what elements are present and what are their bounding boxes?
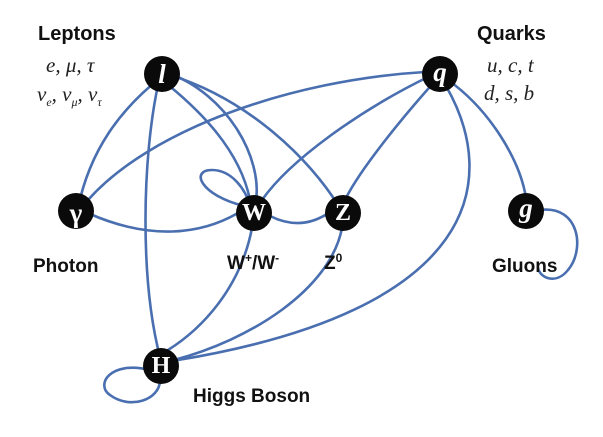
node-gluon: g <box>508 193 544 229</box>
quarks-list-up: u, c, t <box>487 53 535 77</box>
node-photon: γ <box>58 193 94 229</box>
w-label: W+/W- <box>227 251 279 274</box>
edge-lepton-w-left <box>160 78 252 202</box>
w-node-circle <box>236 195 272 231</box>
z-label-sup: 0 <box>336 251 343 265</box>
lepton-node-circle <box>144 56 180 92</box>
z-label: Z0 <box>324 251 343 274</box>
higgs-node-symbol: H <box>152 353 171 379</box>
photon-node-symbol: γ <box>69 198 83 228</box>
leptons-list-neutrinos: νe, νμ, ντ <box>37 82 102 109</box>
edge-quark-photon <box>86 70 427 202</box>
edge-z-h <box>172 226 344 362</box>
node-quark: q <box>422 56 458 92</box>
w-label-mid: /W <box>252 253 275 274</box>
higgs-node-circle <box>143 348 179 384</box>
higgs-label: Higgs Boson <box>193 386 310 407</box>
quarks-title: Quarks <box>477 23 546 45</box>
w-label-base: W <box>227 253 245 274</box>
z-label-base: Z <box>324 253 336 274</box>
leptons-title: Leptons <box>38 23 116 45</box>
edge-higgs-self-loop <box>103 366 162 404</box>
nu-e: ν <box>37 82 47 106</box>
nu-tau-sub: τ <box>97 95 102 109</box>
edge-quark-gluon <box>446 78 528 200</box>
sep-2: , <box>78 82 89 106</box>
edge-w-self-loop <box>199 168 252 208</box>
z-node-symbol: Z <box>335 200 351 226</box>
w-label-sup-plus: + <box>245 251 252 265</box>
photon-label: Photon <box>33 256 98 277</box>
sep-1: , <box>52 82 63 106</box>
leptons-list-charged: e, μ, τ <box>46 53 96 77</box>
gluons-label: Gluons <box>492 256 557 277</box>
edges <box>76 70 579 404</box>
node-higgs: H <box>143 348 179 384</box>
node-w: W <box>236 195 272 231</box>
nu-mu-sub: μ <box>70 95 77 109</box>
edge-w-h <box>166 226 254 352</box>
edge-lepton-photon <box>76 76 162 210</box>
edge-gluon-self-loop <box>536 208 579 280</box>
z-node-circle <box>325 195 361 231</box>
w-node-symbol: W <box>242 200 266 226</box>
edge-lepton-z <box>168 73 340 207</box>
edge-w-z <box>268 210 332 225</box>
edge-quark-w <box>260 74 432 202</box>
nu-mu: ν <box>62 82 72 106</box>
edge-photon-w <box>88 211 240 233</box>
nu-tau: ν <box>88 82 98 106</box>
w-label-sup-minus: - <box>275 251 279 265</box>
edge-lepton-h <box>144 83 162 359</box>
gluon-node-symbol: g <box>518 193 533 223</box>
gluon-node-circle <box>508 193 544 229</box>
nu-e-sub: e <box>46 95 52 109</box>
lepton-node-symbol: l <box>158 59 166 89</box>
node-z: Z <box>325 195 361 231</box>
node-lepton: l <box>144 56 180 92</box>
edge-quark-z <box>344 78 438 200</box>
quark-node-circle <box>422 56 458 92</box>
quarks-list-down: d, s, b <box>484 81 534 105</box>
photon-node-circle <box>58 193 94 229</box>
quark-node-symbol: q <box>433 57 447 87</box>
edge-quark-h <box>176 84 471 362</box>
